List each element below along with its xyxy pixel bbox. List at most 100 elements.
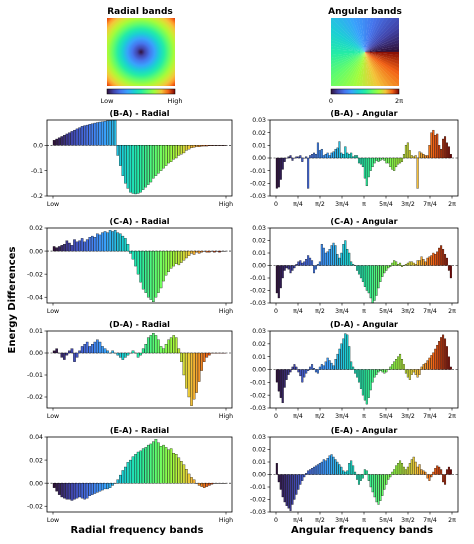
bar [289, 155, 292, 159]
bar [397, 463, 400, 475]
x-tick-label: π/4 [293, 413, 303, 420]
bar [393, 361, 396, 370]
bar [336, 353, 339, 370]
bar [340, 343, 343, 370]
bar [164, 250, 168, 276]
bar [116, 479, 120, 484]
bar [167, 250, 170, 273]
bar [192, 250, 196, 255]
bar [373, 369, 376, 378]
angular-wedge [365, 52, 399, 58]
bar [371, 369, 374, 383]
angular-wedge [331, 32, 365, 52]
y-tick-label: -0.01 [250, 380, 266, 387]
bar [442, 334, 445, 370]
bar [326, 251, 329, 266]
bar [356, 265, 359, 271]
bar [320, 244, 323, 266]
bar [326, 458, 329, 475]
bar [111, 231, 114, 252]
bar [357, 369, 360, 383]
bar [295, 366, 298, 370]
angular-wedge [336, 52, 365, 86]
angular-wedge [365, 52, 399, 62]
y-tick-label: 0.03 [252, 434, 266, 441]
y-tick-label: 0.01 [252, 459, 266, 466]
bar [389, 366, 392, 370]
bar [330, 362, 333, 370]
bar [375, 265, 378, 296]
x-tick-label: 3π/4 [335, 201, 349, 208]
angular-wedge [331, 39, 365, 52]
bar [387, 157, 390, 164]
bar [93, 237, 97, 252]
y-tick-label: 0.01 [252, 354, 266, 361]
bar [401, 463, 404, 475]
bar [361, 157, 364, 168]
bar [346, 470, 349, 475]
chart-title: (E-A) - Angular [331, 426, 398, 435]
bar [326, 152, 329, 159]
bar [363, 369, 366, 401]
bar [412, 156, 415, 159]
bar [200, 352, 203, 371]
bar [293, 265, 296, 269]
bar [348, 252, 351, 266]
bar [121, 470, 125, 484]
bar [371, 265, 374, 304]
bar [174, 337, 178, 354]
y-tick-label: 0.01 [252, 143, 266, 150]
bar [205, 145, 209, 147]
bar [291, 265, 294, 271]
bar [381, 265, 384, 277]
bar [287, 265, 290, 270]
angular-colorbar [330, 88, 400, 95]
bar [210, 145, 214, 146]
bar [420, 152, 423, 159]
bar [98, 482, 102, 492]
bar [363, 157, 366, 179]
bar [408, 463, 411, 475]
bar [377, 265, 380, 289]
bar [136, 352, 140, 358]
angular-colorbar-low: 0 [329, 97, 333, 105]
bar [336, 461, 339, 475]
bar [98, 341, 102, 354]
bar [78, 350, 81, 354]
bar [103, 121, 107, 146]
bar [416, 260, 419, 266]
x-tick-label: Low [47, 517, 59, 524]
bar [101, 232, 104, 252]
bar [218, 250, 221, 253]
bar [397, 264, 400, 266]
bar [174, 250, 178, 264]
bar [108, 120, 112, 146]
angular-wedge [365, 18, 381, 52]
bar [357, 157, 360, 164]
bar [389, 474, 392, 478]
bar [346, 152, 349, 159]
bar [348, 154, 351, 159]
y-tick-label: -0.1 [31, 168, 43, 175]
chart-panel: (E-A) - Angular 0.03 0.02 0.01 0.00 -0.01 -0.0… [250, 426, 459, 524]
bar [73, 352, 76, 362]
bar [365, 470, 368, 475]
bar [350, 460, 353, 475]
bar [200, 250, 203, 253]
bar [322, 459, 325, 475]
bar [180, 145, 183, 155]
chart-title: (E-A) - Radial [110, 426, 170, 435]
bar [320, 364, 323, 370]
bar [182, 145, 186, 154]
y-tick-label: -0.03 [250, 509, 266, 516]
bar [139, 352, 142, 356]
angular-wedge [365, 52, 399, 81]
bar [70, 245, 74, 252]
chart-panel: (D-A) - Radial 0.01 0.00 -0.01 -0.02 Low High [27, 320, 233, 420]
bar [385, 369, 388, 373]
y-tick-label: -0.02 [27, 503, 43, 510]
bar [136, 451, 140, 484]
angular-colorbar-high: 2π [395, 97, 403, 105]
bar [192, 145, 196, 148]
bar [438, 341, 441, 370]
